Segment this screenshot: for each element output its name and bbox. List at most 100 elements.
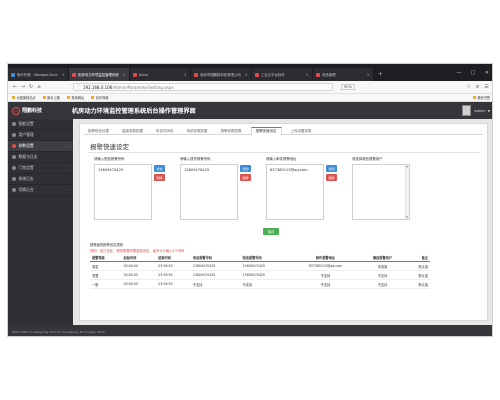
close-tab-icon[interactable]: × — [366, 72, 370, 77]
table-cell: 未设置 — [360, 261, 405, 271]
sms-number-field[interactable]: 13609470429 — [94, 164, 152, 220]
tab-arming-time[interactable]: 布控时间设 — [156, 128, 174, 133]
delete-button[interactable]: 删除 — [154, 174, 165, 181]
wechat-user-list[interactable] — [352, 164, 410, 220]
divider — [88, 152, 479, 153]
tab-label: 深圳市翔鹏精科技有限公司 — [200, 73, 241, 77]
tab-quick-alarm[interactable]: 报警快速设定 — [250, 127, 282, 136]
table-row[interactable]: 紧急 00:00:00 23:59:59 13609470429 1360947… — [90, 261, 430, 271]
browser-tab-strip: 轴令外观 - ManagerZone × 机房动力环境监控管理系统 × Avina ×… — [8, 64, 492, 81]
dial-number-group: 请输入拨号报警号码 13609470429 增加 删除 — [180, 156, 270, 220]
add-button[interactable]: 增加 — [240, 165, 251, 172]
sidebar-item-parameter-settings[interactable]: 参数设置 ‹ — [8, 141, 73, 152]
menu-icon[interactable]: ☰ — [484, 84, 489, 90]
browser-tab[interactable]: 工业云平台标件 × — [252, 68, 312, 81]
menu-dot-icon — [12, 133, 16, 137]
forward-icon[interactable]: → — [20, 84, 26, 90]
close-tab-icon[interactable]: × — [244, 72, 248, 77]
dial-number-field[interactable]: 13609470429 — [180, 164, 238, 220]
bookmark-label: 京东商城 — [95, 96, 109, 100]
tab-sms-alarm[interactable]: 报警短信设置 — [88, 128, 109, 133]
info-icon: ⓘ — [77, 84, 81, 89]
logo-text: 翔鹏科技 — [22, 108, 43, 114]
table-row[interactable]: 重要 00:00:00 23:59:59 13609470429 1360947… — [90, 270, 430, 280]
close-tab-icon[interactable]: × — [122, 72, 126, 77]
add-button[interactable]: 增加 — [154, 165, 165, 172]
table-cell: 一般 — [90, 279, 122, 289]
sidebar-item-system-logs[interactable]: 系统日志 ‹ — [8, 174, 73, 185]
tab-alarm-params[interactable]: 报警参数配置 — [220, 128, 242, 133]
back-icon[interactable]: ← — [12, 84, 18, 90]
delete-button[interactable]: 删除 — [240, 174, 251, 181]
menu-dot-icon — [12, 177, 16, 181]
favicon-icon — [316, 72, 320, 77]
url-input[interactable]: ⓘ 192.168.0.106 /Admin/ParameterSetting.… — [73, 83, 333, 91]
bookmark-item[interactable]: 大图案档站点 — [12, 95, 36, 100]
browser-tab[interactable]: 商品管理 × — [313, 68, 373, 81]
url-path: /Admin/ParameterSetting.aspx — [112, 84, 174, 90]
sidebar-item-user-management[interactable]: 用户管理 ‹ — [8, 130, 73, 141]
settings-panel: 报警短信设置 温度参数配置 布控时间设 系统参数配置 报警参数配置 报警快速设定… — [79, 123, 488, 321]
library-icon[interactable]: ≡ — [475, 84, 480, 90]
tab-system-params[interactable]: 系统参数配置 — [186, 128, 208, 133]
parameter-tabs: 报警短信设置 温度参数配置 布控时间设 系统参数配置 报警参数配置 报警快速设定… — [84, 127, 483, 136]
zoom-level[interactable]: 90% — [341, 84, 355, 90]
folder-icon — [66, 96, 70, 99]
chevron-right-icon: ‹ — [67, 133, 69, 137]
table-cell: 13609470429 — [240, 261, 291, 271]
favicon-icon — [194, 72, 198, 77]
column-header: 微信报警用户 — [360, 254, 405, 262]
field-label: 请选择微信报警用户 — [352, 157, 383, 161]
tab-label: Avina — [139, 72, 149, 77]
delete-button[interactable]: 删除 — [326, 174, 337, 181]
close-window-icon[interactable]: ✕ — [484, 69, 490, 76]
scrollbar[interactable] — [405, 165, 409, 219]
home-icon[interactable]: ⌂ — [37, 84, 41, 90]
reload-icon[interactable]: ↻ — [28, 84, 34, 90]
bookmark-item[interactable]: 京东商城 — [91, 95, 108, 100]
field-value: 13609470429 — [98, 168, 124, 172]
footer-copyright: 2015-2020 © Design By Xiao Lin Xiangpeng… — [8, 325, 492, 336]
tab-upload-settings[interactable]: 上传设置参数 — [290, 128, 312, 133]
close-tab-icon[interactable]: × — [183, 72, 187, 77]
tab-label: 轴令外观 - ManagerZone — [17, 73, 58, 77]
close-tab-icon[interactable]: × — [61, 72, 65, 77]
maximize-icon[interactable]: □ — [470, 69, 476, 76]
sidebar-item-smart-settings[interactable]: 智能设置 ‹ — [8, 119, 73, 130]
field-label: 请输入邮件报警地址 — [266, 157, 297, 161]
browser-tab[interactable]: 深圳市翔鹏精科技有限公司 × — [191, 68, 251, 81]
table-cell: 重要 — [90, 270, 122, 280]
table-cell: 00:00:00 — [121, 279, 157, 289]
column-header: 起始时间 — [121, 254, 157, 262]
bookmark-label: 新手上路 — [47, 96, 60, 100]
browser-tab[interactable]: Avina × — [130, 68, 190, 81]
save-button[interactable]: 保存 — [263, 228, 279, 235]
browser-tab[interactable]: 轴令外观 - ManagerZone × — [8, 68, 68, 81]
bookmark-item[interactable]: 新手上路 — [42, 95, 60, 100]
app-header: ◎ 翔鹏科技 机房动力环境监控管理系统后台操作管理界面 admin ▼ — [8, 102, 492, 119]
favicon-icon — [255, 72, 259, 77]
tab-label: 工业云平台标件 — [261, 73, 285, 77]
field-label: 请输入拨号报警号码 — [180, 157, 211, 161]
table-row[interactable]: 一般 00:00:00 23:59:59 不支持 不支持 不支持 不支持 默认值 — [90, 279, 430, 289]
table-cell: 默认值 — [404, 261, 430, 271]
user-menu[interactable]: admin ▼ — [462, 105, 490, 116]
sidebar-item-data-logs[interactable]: 数据与日志 ‹ — [8, 152, 73, 163]
other-bookmarks[interactable]: 其他书签 — [472, 95, 490, 100]
wechat-user-group: 请选择微信报警用户 — [352, 156, 442, 220]
minimize-icon[interactable]: — — [456, 69, 462, 76]
chevron-down-icon: ▼ — [487, 108, 490, 113]
bookmark-item[interactable]: 常用网址 — [66, 95, 84, 100]
chevron-right-icon: ‹ — [67, 166, 69, 170]
sidebar-item-access-control[interactable]: 门禁设置 ‹ — [8, 163, 73, 174]
sidebar-item-switch-backend[interactable]: 切换后台 ‹ — [8, 185, 73, 196]
add-button[interactable]: 增加 — [326, 165, 337, 172]
tab-temperature[interactable]: 温度参数配置 — [122, 128, 143, 133]
close-tab-icon[interactable]: × — [305, 72, 309, 77]
field-value: 837389113@qq.com — [270, 168, 308, 172]
app-logo: ◎ 翔鹏科技 — [12, 106, 72, 115]
bookmark-star-icon[interactable]: ☆ — [466, 84, 471, 90]
browser-tab-active[interactable]: 机房动力环境监控管理系统 × — [69, 68, 129, 81]
email-address-field[interactable]: 837389113@qq.com — [266, 164, 324, 220]
new-tab-icon[interactable]: + — [378, 71, 384, 78]
